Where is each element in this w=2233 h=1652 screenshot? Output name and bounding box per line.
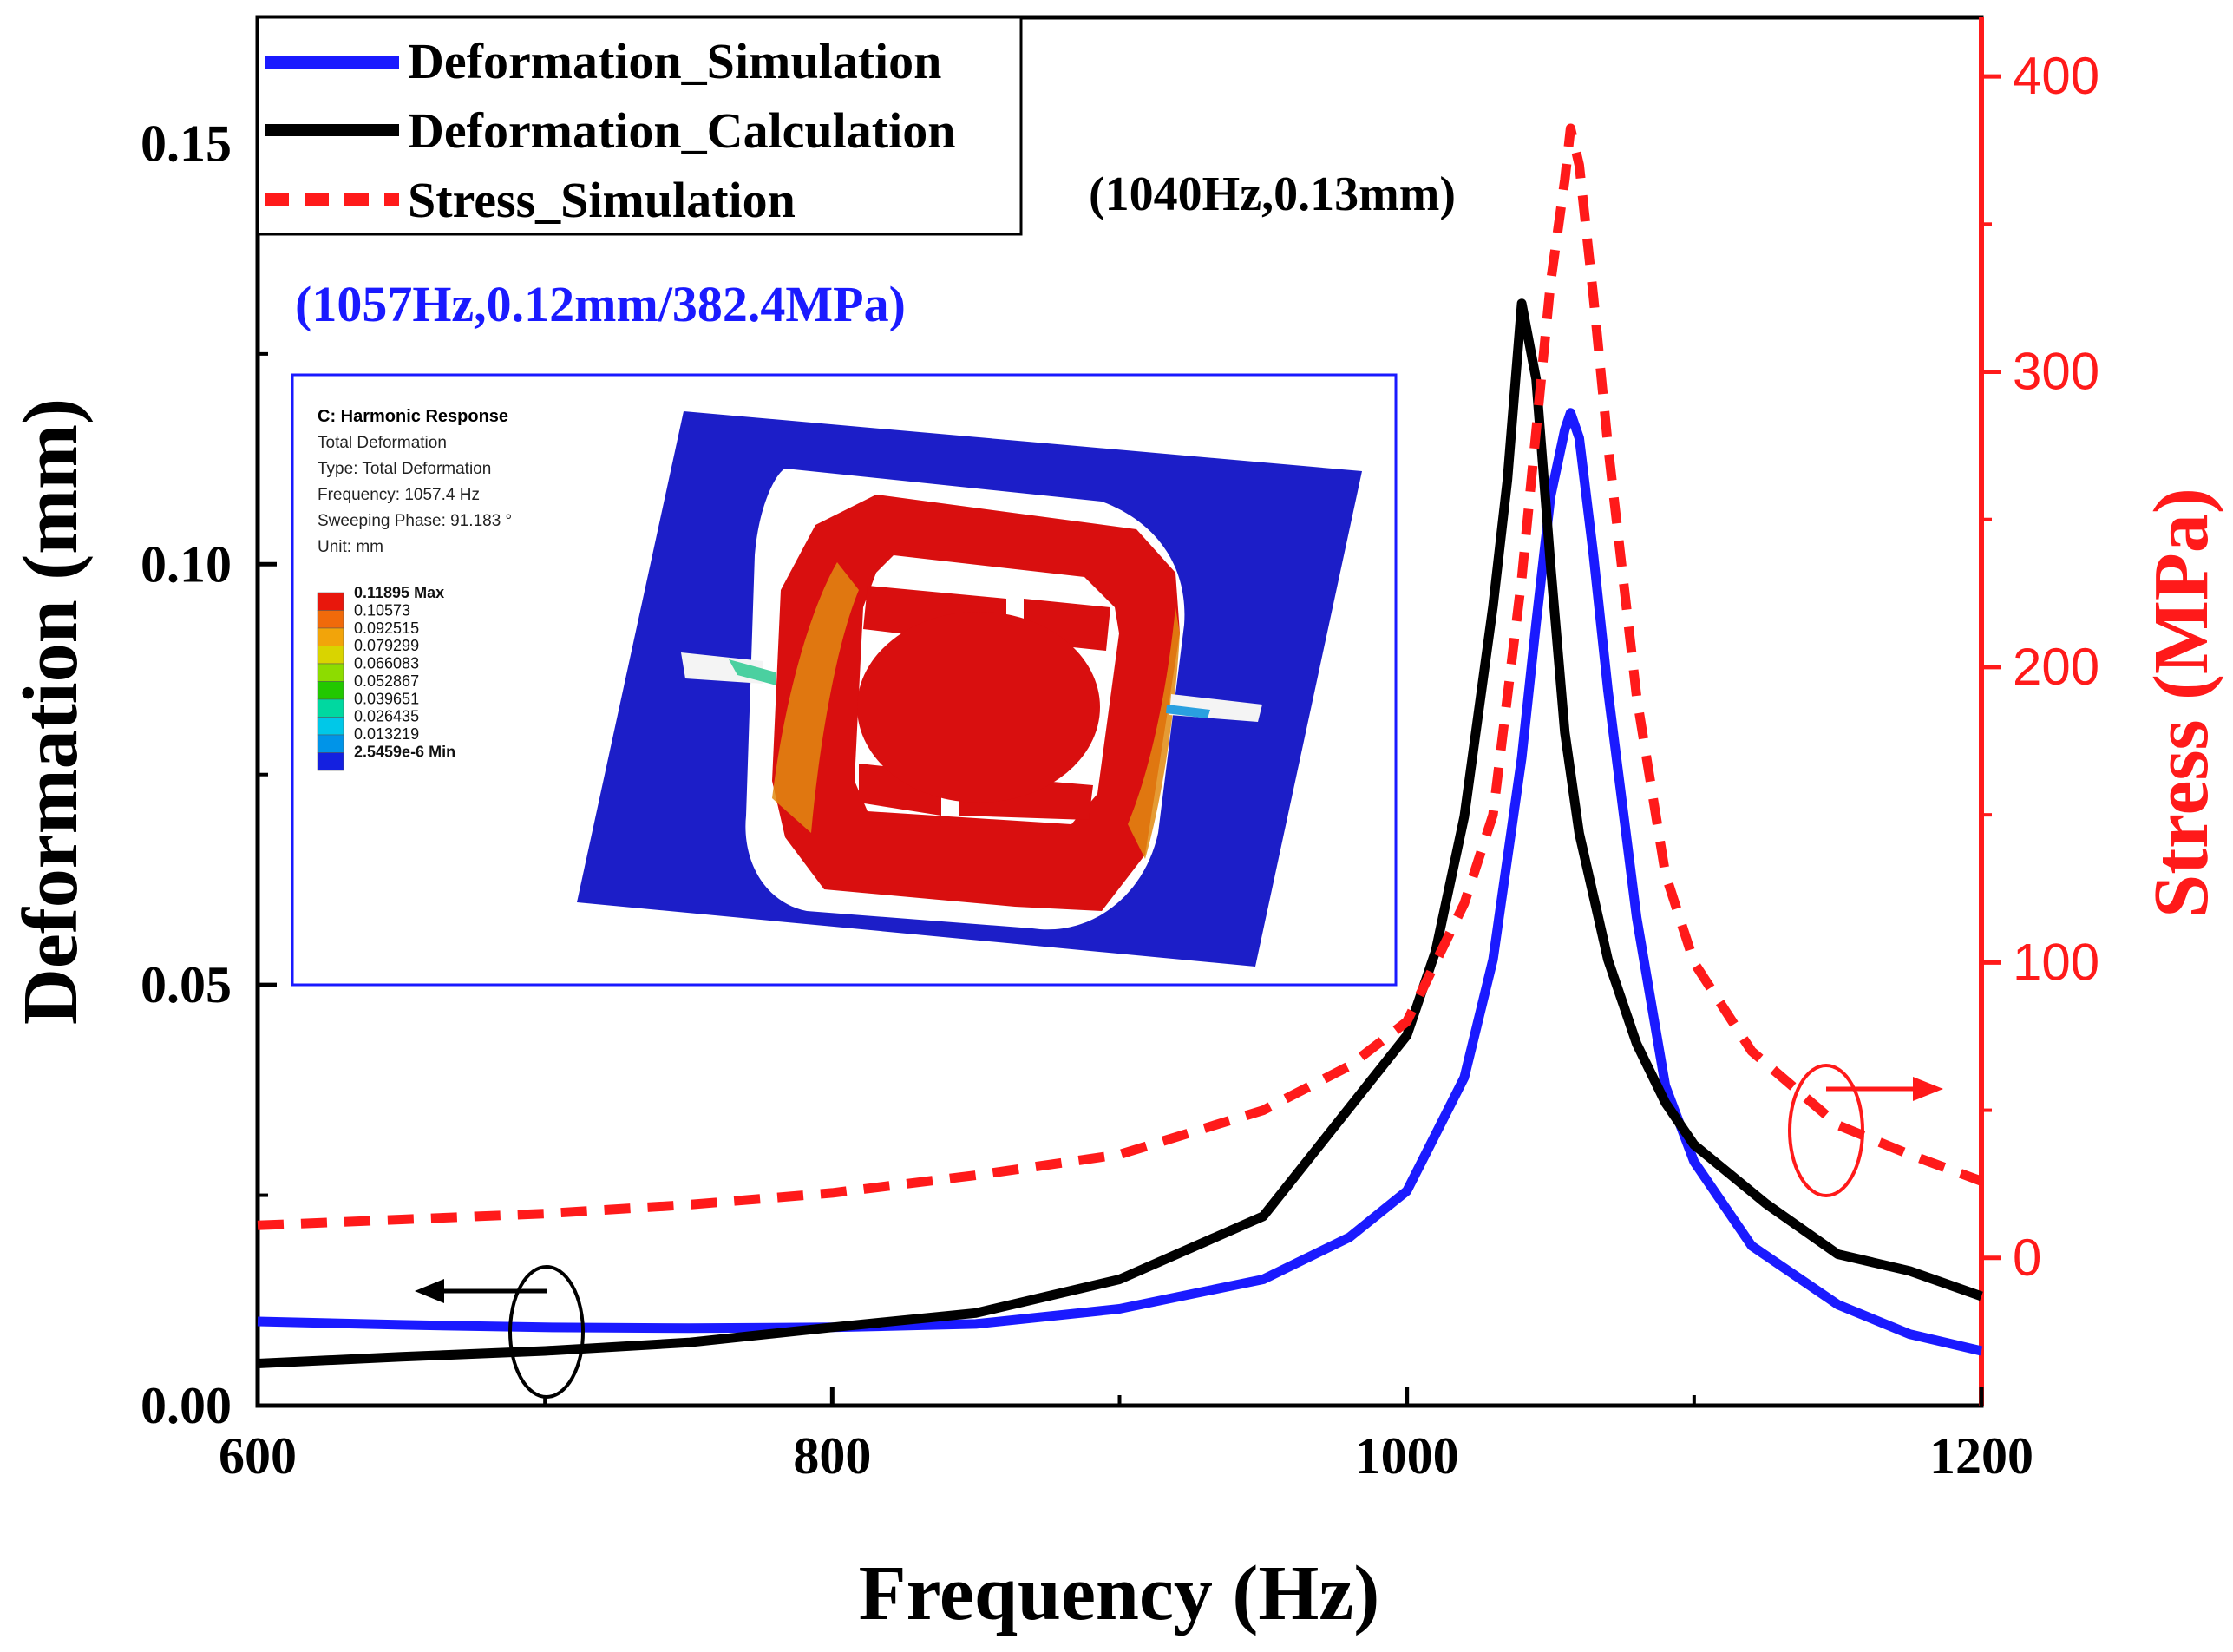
y-left-tick-label: 0.15 (141, 115, 232, 172)
x-tick-label: 800 (793, 1427, 871, 1485)
y-right-tick-label: 400 (2013, 47, 2099, 105)
inset-line: Type: Total Deformation (318, 460, 491, 478)
x-tick-label: 600 (219, 1427, 297, 1485)
right-axis-indicator-ellipse (1788, 1064, 1864, 1197)
legend-label-stress: Stress_Simulation (408, 172, 796, 228)
right-arrow-icon (1913, 1077, 1943, 1101)
inset-scale-swatch (317, 681, 344, 700)
x-ticks: 600 800 1000 1200 (219, 1386, 2033, 1485)
fea-left-orange-band (772, 562, 859, 833)
y-left-tick-label: 0.10 (141, 535, 232, 593)
inset-scale-swatch (317, 698, 344, 718)
y-left-axis-title: Deformation (mm) (8, 398, 94, 1025)
inset-scale-swatch (317, 646, 344, 665)
inset-scale-swatch (317, 734, 344, 753)
x-axis-title: Frequency (Hz) (859, 1550, 1380, 1636)
legend-label-simulation: Deformation_Simulation (408, 33, 941, 89)
annotation-sim-peak: (1057Hz,0.12mm/382.4MPa) (295, 276, 906, 332)
inset-scale-swatch (317, 592, 344, 611)
inset-scale-swatch (317, 752, 344, 771)
y-right-tick-label: 300 (2013, 343, 2099, 401)
inset-line: Total Deformation (318, 434, 447, 452)
inset-line: Unit: mm (318, 538, 383, 556)
x-tick-label: 1000 (1355, 1427, 1459, 1485)
inset-scale-label: 2.5459e-6 Min (354, 743, 455, 760)
y-right-ticks: 0 100 200 300 400 (1981, 47, 2099, 1287)
inset-scale-label: 0.039651 (354, 690, 419, 707)
inset-scale-label: 0.013219 (354, 725, 419, 743)
y-right-tick-label: 0 (2013, 1229, 2041, 1287)
fea-center-disk (857, 612, 1100, 803)
inset-scale-swatch (317, 627, 344, 646)
inset-line: Sweeping Phase: 91.183 ° (318, 512, 512, 530)
y-right-axis-title: Stress (MPa) (2138, 488, 2224, 918)
legend: Deformation_Simulation Deformation_Calcu… (256, 16, 1023, 236)
inset-scale-label: 0.052867 (354, 672, 419, 690)
inset-scale-swatch (317, 663, 344, 682)
inset-scale-swatch (317, 717, 344, 736)
y-left-tick-label: 0.05 (141, 956, 232, 1013)
series-deformation-calculation (257, 298, 1983, 1368)
inset-scale-label: 0.066083 (354, 655, 419, 672)
inset-image: C: Harmonic Response Total Deformation T… (291, 373, 1398, 987)
inset-title: C: Harmonic Response (318, 407, 508, 426)
y-right-tick-label: 200 (2013, 638, 2099, 696)
fea-right-beam-deform (1166, 705, 1210, 718)
fea-right-orange-band (1128, 607, 1180, 859)
legend-label-calculation: Deformation_Calculation (408, 102, 956, 159)
left-axis-indicator-ellipse (508, 1265, 585, 1399)
inset-scale-label: 0.10573 (354, 601, 410, 619)
fea-left-beam-deform (729, 659, 776, 685)
x-tick-label: 1200 (1929, 1427, 2033, 1485)
y-left-ticks: 0.00 0.05 0.10 0.15 (141, 115, 277, 1434)
series-layer (257, 123, 1983, 1368)
y-right-tick-label: 100 (2013, 933, 2099, 991)
inset-scale-swatch (317, 610, 344, 629)
annotation-calc-peak: (1040Hz,0.13mm) (1089, 167, 1456, 221)
inset-scale-label: 0.026435 (354, 708, 419, 725)
inset-color-scale: 0.11895 Max0.105730.0925150.0792990.0660… (317, 584, 455, 771)
left-arrow-icon (415, 1279, 444, 1303)
inset-scale-label: 0.079299 (354, 637, 419, 654)
inset-scale-label: 0.11895 Max (354, 584, 444, 601)
y-left-tick-label: 0.00 (141, 1377, 232, 1434)
inset-scale-label: 0.092515 (354, 620, 419, 637)
series-stress-simulation (257, 123, 1983, 1230)
inset-line: Frequency: 1057.4 Hz (318, 486, 480, 504)
fea-model (577, 411, 1362, 967)
